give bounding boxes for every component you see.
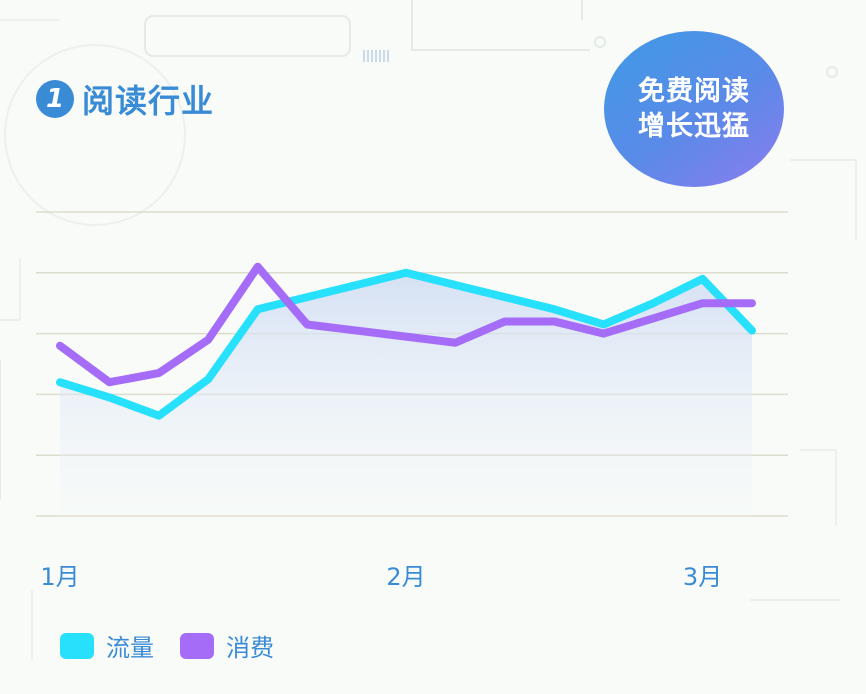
legend-item-consumption: 消费: [180, 628, 274, 663]
line-chart: 1月 2月 3月: [36, 211, 788, 591]
chart-legend: 流量 消费: [60, 628, 274, 663]
promo-line-2: 增长迅猛: [638, 111, 750, 142]
legend-item-traffic: 流量: [60, 628, 154, 663]
section-header: 1 阅读行业: [36, 76, 214, 122]
section-title: 阅读行业: [82, 82, 215, 120]
legend-swatch-traffic: [60, 632, 94, 659]
x-tick-label: 1月: [40, 563, 79, 591]
legend-swatch-consumption: [180, 632, 214, 659]
legend-label-traffic: 流量: [106, 634, 154, 662]
series-line-1: [56, 262, 756, 387]
promo-line-1: 免费阅读: [638, 75, 750, 107]
x-tick-label: 2月: [386, 563, 425, 591]
legend-label-consumption: 消费: [226, 634, 274, 662]
section-number-badge: 1: [36, 80, 74, 118]
promo-badge: 免费阅读 增长迅猛: [604, 31, 784, 187]
x-tick-label: 3月: [683, 563, 722, 591]
series-line-0: [56, 268, 756, 420]
series-area-fill: [60, 272, 752, 516]
